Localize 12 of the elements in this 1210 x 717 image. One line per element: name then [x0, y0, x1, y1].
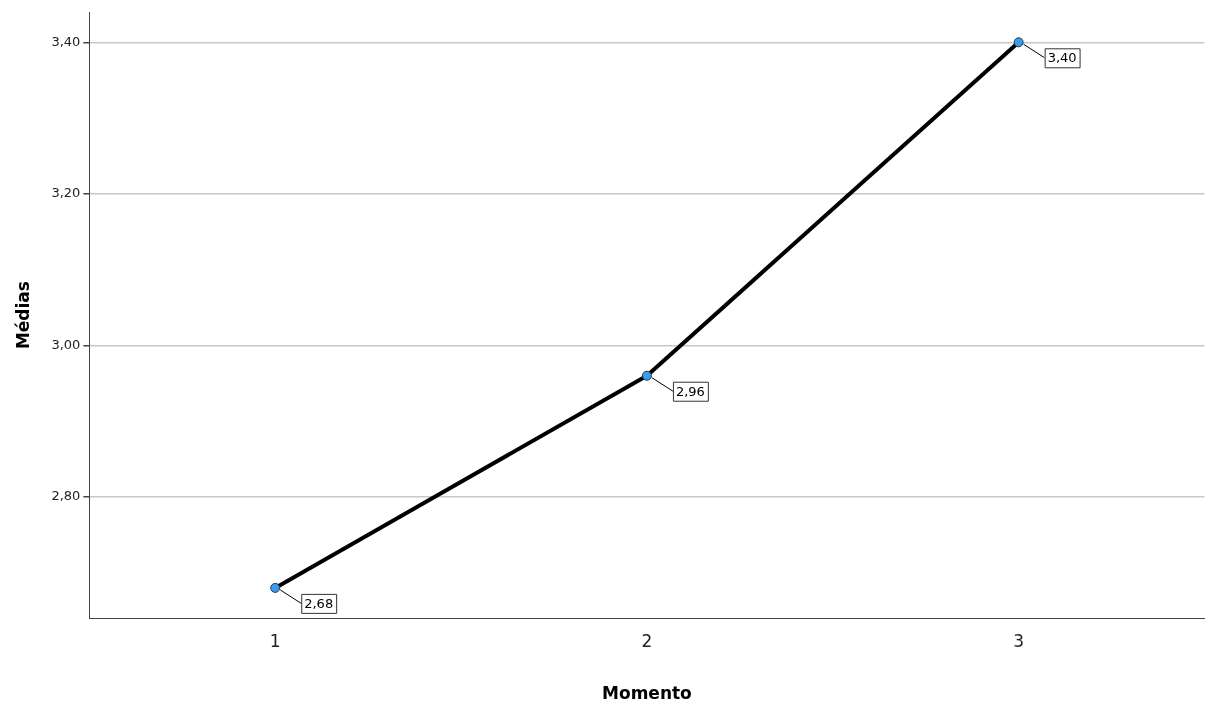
data-label: 3,40 — [1047, 50, 1077, 66]
data-label: 2,68 — [304, 595, 334, 611]
data-label: 2,96 — [675, 383, 705, 399]
x-axis-title: Momento — [602, 683, 692, 704]
y-axis-title: Médias — [12, 281, 33, 350]
y-tick-label: 3,00 — [51, 336, 81, 352]
x-tick-label: 2 — [641, 630, 653, 651]
y-tick-label: 2,80 — [51, 488, 81, 504]
y-tick-label: 3,20 — [51, 185, 81, 201]
y-tick-label: 3,40 — [51, 33, 81, 49]
x-tick-label: 3 — [1013, 630, 1025, 651]
x-tick-label: 1 — [269, 630, 281, 651]
